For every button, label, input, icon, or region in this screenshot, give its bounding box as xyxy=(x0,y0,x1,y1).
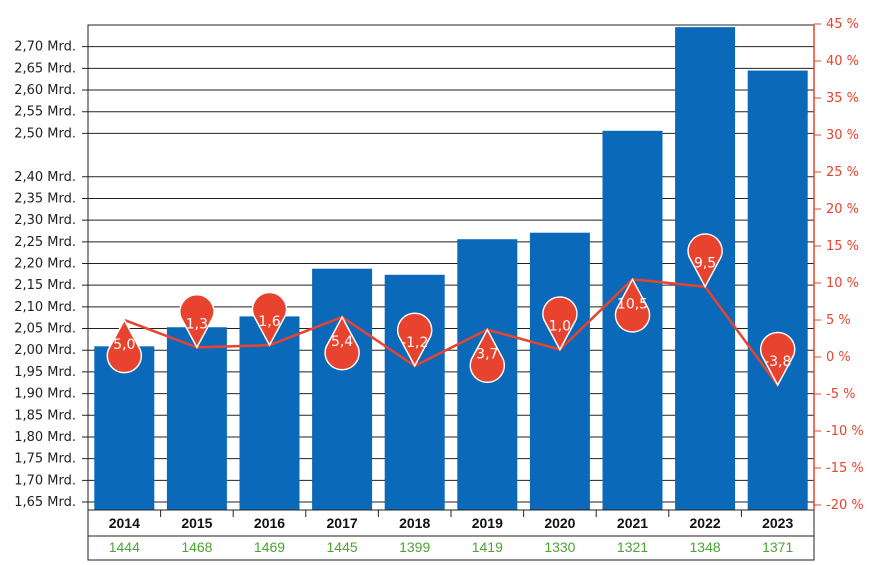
line-marker xyxy=(687,233,723,289)
secondary-value: 1348 xyxy=(690,539,721,555)
secondary-value-row: 1444 1468 1469 1445 1399 1419 1330 1321 1348 1371 xyxy=(109,539,794,555)
left-tick-label: 2,55 Mrd. xyxy=(14,105,76,120)
right-axis: 45 % 40 % 35 % 30 % 25 % 20 % 15 % 10 % 5 % 0 % -5… xyxy=(814,17,864,513)
secondary-value: 1321 xyxy=(617,539,648,555)
right-tick-label: -5 % xyxy=(826,387,855,402)
secondary-value: 1399 xyxy=(399,539,430,555)
line-markers: 5,0 1,3 1,6 5,4 -1,2 3,7 1,0 10,5 9,5 -3,8 xyxy=(106,233,796,387)
right-tick-label: 25 % xyxy=(826,165,859,180)
left-tick-label: 1,90 Mrd. xyxy=(14,387,76,402)
x-tick-label: 2023 xyxy=(762,515,793,531)
line-marker xyxy=(324,315,360,371)
left-tick-label: 2,35 Mrd. xyxy=(14,191,76,206)
left-tick-label: 1,65 Mrd. xyxy=(14,495,76,510)
line-marker xyxy=(542,296,578,352)
right-tick-label: 40 % xyxy=(826,54,859,69)
line-marker xyxy=(469,328,506,384)
x-axis: 2014 2015 2016 2017 2018 2019 2020 2021 2022 2023 xyxy=(109,510,793,531)
x-tick-label: 2017 xyxy=(327,515,358,531)
line-data-label: 3,7 xyxy=(476,347,498,363)
right-tick-label: 15 % xyxy=(826,239,859,254)
bar xyxy=(384,274,445,510)
bar xyxy=(166,327,227,510)
x-tick-label: 2018 xyxy=(399,515,430,531)
left-tick-label: 2,15 Mrd. xyxy=(14,278,76,293)
x-tick-label: 2020 xyxy=(544,515,575,531)
left-tick-label: 2,20 Mrd. xyxy=(14,257,76,272)
right-tick-label: 35 % xyxy=(826,91,859,106)
line-data-label: -1,2 xyxy=(401,335,428,351)
x-tick-label: 2016 xyxy=(254,515,285,531)
right-tick-label: 10 % xyxy=(826,276,859,291)
left-tick-label: 2,70 Mrd. xyxy=(14,40,76,55)
left-tick-label: 1,95 Mrd. xyxy=(14,365,76,380)
line-data-label: 9,5 xyxy=(694,256,716,272)
line-data-label: -3,8 xyxy=(764,354,791,370)
bar-series xyxy=(94,27,808,511)
left-tick-label: 2,40 Mrd. xyxy=(14,170,76,185)
left-tick-label: 2,10 Mrd. xyxy=(14,300,76,315)
left-tick-label: 2,65 Mrd. xyxy=(14,61,76,76)
left-tick-label: 1,75 Mrd. xyxy=(14,452,76,467)
right-tick-label: 45 % xyxy=(826,17,859,32)
left-tick-label: 1,70 Mrd. xyxy=(14,473,76,488)
right-tick-label: 5 % xyxy=(826,313,851,328)
left-tick-label: 2,05 Mrd. xyxy=(14,322,76,337)
left-tick-label: 1,80 Mrd. xyxy=(14,430,76,445)
line-series xyxy=(123,278,779,386)
x-tick-label: 2014 xyxy=(109,515,140,531)
right-tick-label: -20 % xyxy=(826,498,864,513)
left-tick-label: 2,60 Mrd. xyxy=(14,83,76,98)
secondary-value: 1468 xyxy=(181,539,212,555)
secondary-value: 1445 xyxy=(327,539,358,555)
left-axis: 2,70 Mrd. 2,65 Mrd. 2,60 Mrd. 2,55 Mrd. 2,50… xyxy=(14,40,76,510)
secondary-value: 1330 xyxy=(544,539,575,555)
line-data-label: 1,0 xyxy=(549,319,571,335)
x-tick-label: 2019 xyxy=(472,515,503,531)
x-tick-label: 2015 xyxy=(181,515,212,531)
line-marker xyxy=(179,293,215,349)
secondary-value: 1371 xyxy=(762,539,793,555)
line-data-label: 10,5 xyxy=(617,296,648,312)
bar xyxy=(239,316,300,510)
x-tick-label: 2022 xyxy=(690,515,721,531)
left-tick-label: 2,50 Mrd. xyxy=(14,126,76,141)
left-tick-label: 1,85 Mrd. xyxy=(14,408,76,423)
line-marker xyxy=(396,312,433,368)
x-tick-label: 2021 xyxy=(617,515,648,531)
right-tick-label: -10 % xyxy=(826,424,864,439)
line-data-label: 1,6 xyxy=(258,314,280,330)
bar xyxy=(529,232,590,510)
right-tick-label: -15 % xyxy=(826,461,864,476)
right-tick-label: 0 % xyxy=(826,350,851,365)
line-marker xyxy=(759,331,796,387)
left-tick-label: 2,00 Mrd. xyxy=(14,343,76,358)
growth-line xyxy=(123,278,779,386)
line-data-label: 5,4 xyxy=(331,334,353,350)
secondary-value: 1419 xyxy=(472,539,503,555)
line-marker xyxy=(614,277,651,333)
line-data-label: 5,0 xyxy=(113,337,135,353)
right-tick-label: 30 % xyxy=(826,128,859,143)
secondary-value: 1469 xyxy=(254,539,285,555)
left-tick-label: 2,25 Mrd. xyxy=(14,235,76,250)
line-marker xyxy=(251,291,288,347)
left-tick-label: 2,30 Mrd. xyxy=(14,213,76,228)
bar xyxy=(312,268,373,510)
secondary-value: 1444 xyxy=(109,539,140,555)
bar xyxy=(94,346,155,510)
bar xyxy=(747,70,808,511)
line-data-label: 1,3 xyxy=(186,316,208,332)
right-tick-label: 20 % xyxy=(826,202,859,217)
line-marker xyxy=(106,318,143,374)
